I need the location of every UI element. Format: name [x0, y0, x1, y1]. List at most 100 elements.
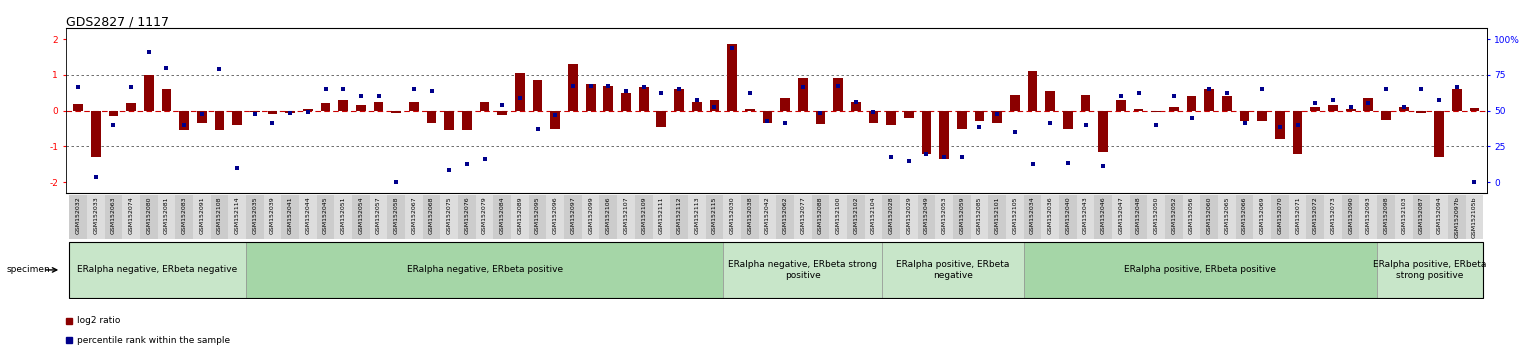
Bar: [1293, 111, 1302, 154]
Text: GSM152049: GSM152049: [924, 196, 929, 234]
FancyBboxPatch shape: [510, 195, 529, 239]
Text: GSM152058: GSM152058: [394, 196, 399, 234]
Text: GSM152109: GSM152109: [642, 196, 646, 234]
Point: [1268, 124, 1293, 130]
Point: [808, 111, 833, 116]
Bar: [1010, 95, 1019, 111]
Text: ERalpha positive, ERbeta
strong positive: ERalpha positive, ERbeta strong positive: [1374, 260, 1487, 280]
Bar: [744, 109, 755, 111]
Point: [843, 99, 868, 104]
Bar: [480, 102, 489, 111]
Text: GSM152042: GSM152042: [766, 196, 770, 234]
FancyBboxPatch shape: [989, 195, 1005, 239]
FancyBboxPatch shape: [1325, 195, 1342, 239]
Text: GSM152079: GSM152079: [483, 196, 487, 234]
Bar: [1099, 111, 1108, 152]
Point: [949, 154, 973, 160]
FancyBboxPatch shape: [104, 195, 122, 239]
Point: [1303, 101, 1328, 106]
Point: [897, 158, 921, 164]
FancyBboxPatch shape: [1024, 242, 1377, 298]
FancyBboxPatch shape: [1201, 195, 1218, 239]
Point: [1126, 90, 1151, 96]
FancyBboxPatch shape: [193, 195, 211, 239]
Point: [720, 45, 744, 51]
Text: GSM152099: GSM152099: [588, 196, 593, 234]
Bar: [1063, 111, 1073, 129]
Text: GSM152043: GSM152043: [1083, 196, 1088, 234]
FancyBboxPatch shape: [1377, 242, 1484, 298]
FancyBboxPatch shape: [1218, 195, 1236, 239]
Point: [136, 49, 160, 55]
Bar: [338, 100, 348, 111]
Text: GSM152036: GSM152036: [1048, 196, 1053, 234]
FancyBboxPatch shape: [299, 195, 316, 239]
Bar: [1258, 111, 1267, 121]
FancyBboxPatch shape: [475, 195, 494, 239]
Bar: [1416, 111, 1426, 114]
Text: GSM152032: GSM152032: [75, 196, 81, 234]
FancyBboxPatch shape: [1024, 195, 1042, 239]
FancyBboxPatch shape: [1112, 195, 1129, 239]
Bar: [1398, 107, 1409, 111]
Text: GSM152090: GSM152090: [1348, 196, 1354, 234]
Bar: [127, 103, 136, 111]
Text: GSM152100: GSM152100: [836, 196, 840, 234]
Point: [1161, 93, 1186, 99]
Point: [189, 112, 214, 117]
Point: [1250, 86, 1274, 92]
Text: GSM152062: GSM152062: [782, 196, 787, 234]
Point: [1215, 90, 1239, 96]
Bar: [1452, 89, 1462, 111]
Point: [1038, 120, 1062, 126]
Point: [437, 167, 461, 172]
Bar: [1346, 109, 1355, 111]
Point: [703, 104, 727, 110]
Bar: [267, 111, 278, 114]
Bar: [1187, 96, 1196, 111]
Text: GSM152051: GSM152051: [341, 196, 345, 234]
Text: GSM152102: GSM152102: [853, 196, 859, 234]
Point: [119, 85, 144, 90]
Point: [542, 112, 567, 118]
FancyBboxPatch shape: [494, 195, 510, 239]
Text: GSM152068: GSM152068: [429, 196, 434, 234]
FancyBboxPatch shape: [370, 195, 388, 239]
Point: [348, 93, 373, 99]
Text: GSM152040: GSM152040: [1065, 196, 1070, 234]
Bar: [1381, 111, 1390, 120]
Point: [738, 90, 762, 96]
FancyBboxPatch shape: [335, 195, 351, 239]
Text: GSM152069: GSM152069: [1259, 196, 1265, 234]
Bar: [568, 64, 578, 111]
Text: log2 ratio: log2 ratio: [76, 316, 121, 325]
Point: [967, 124, 992, 130]
Text: GSM152046: GSM152046: [1100, 196, 1106, 234]
FancyBboxPatch shape: [900, 195, 918, 239]
Point: [579, 83, 604, 88]
Point: [101, 122, 125, 128]
Text: ERalpha negative, ERbeta strong
positive: ERalpha negative, ERbeta strong positive: [729, 260, 877, 280]
Bar: [232, 111, 241, 125]
FancyBboxPatch shape: [281, 195, 299, 239]
Text: GSM152094: GSM152094: [1436, 196, 1441, 234]
Bar: [585, 84, 596, 111]
FancyBboxPatch shape: [264, 195, 281, 239]
Text: GSM152039: GSM152039: [270, 196, 275, 234]
FancyBboxPatch shape: [811, 195, 830, 239]
FancyBboxPatch shape: [882, 242, 1024, 298]
Bar: [620, 93, 631, 111]
Text: GSM152083: GSM152083: [182, 196, 186, 234]
Text: GSM152104: GSM152104: [871, 196, 876, 234]
Bar: [851, 102, 860, 111]
Point: [1144, 122, 1169, 128]
FancyBboxPatch shape: [1430, 195, 1449, 239]
FancyBboxPatch shape: [1236, 195, 1253, 239]
Bar: [533, 80, 542, 111]
Bar: [197, 111, 206, 123]
Point: [455, 161, 480, 167]
Text: GSM152091: GSM152091: [199, 196, 205, 234]
Point: [507, 95, 532, 101]
FancyBboxPatch shape: [316, 195, 335, 239]
Point: [1021, 161, 1045, 167]
